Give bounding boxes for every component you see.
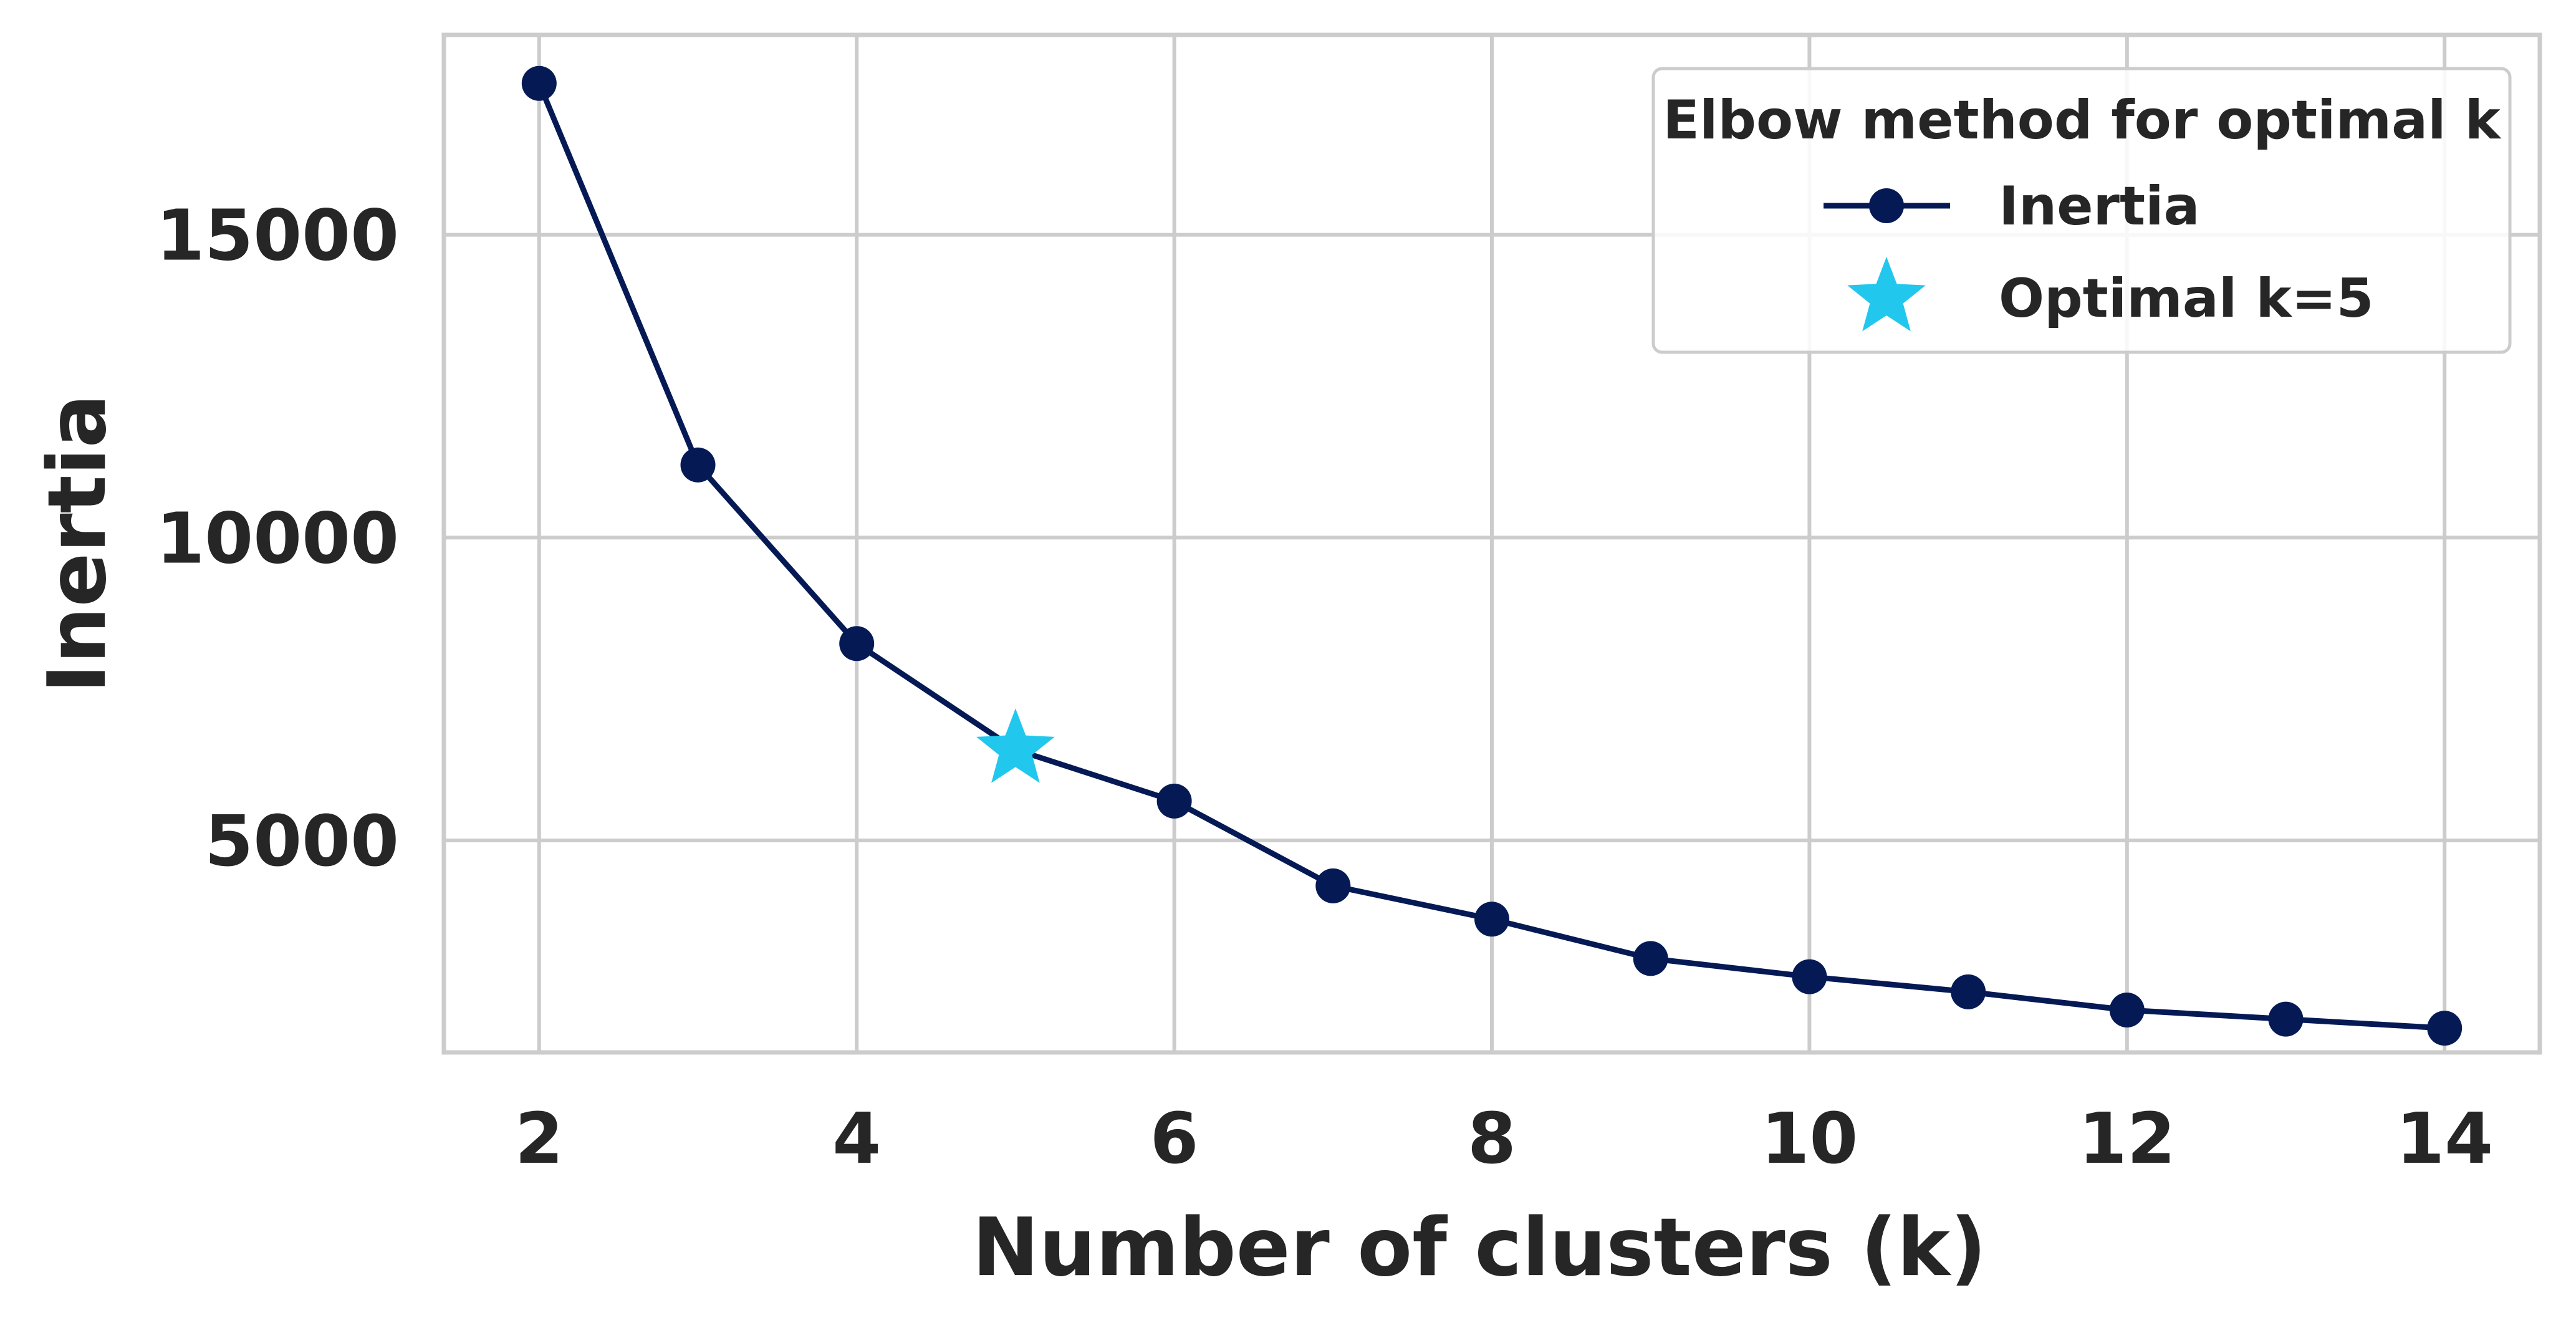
- x-tick-label: 4: [832, 1099, 881, 1180]
- inertia-point: [2109, 993, 2145, 1027]
- inertia-point: [2268, 1001, 2304, 1037]
- inertia-point: [1315, 868, 1351, 903]
- x-tick-label: 10: [1761, 1099, 1858, 1180]
- inertia-point: [839, 626, 875, 662]
- inertia-point: [1156, 783, 1192, 819]
- legend-star-swatch: [1847, 257, 1926, 332]
- optimal-k-star: [976, 708, 1055, 783]
- y-axis-title: Inertia: [31, 394, 124, 693]
- legend-title: Elbow method for optimal k: [1663, 89, 2501, 152]
- y-tick-label: 5000: [204, 801, 399, 882]
- legend-entries: Inertia Optimal k=5: [1824, 175, 2373, 332]
- y-tick-label: 10000: [156, 498, 399, 579]
- x-tick-label: 2: [515, 1099, 564, 1180]
- x-tick-label: 8: [1468, 1099, 1516, 1180]
- legend-circle-swatch: [1869, 188, 1904, 223]
- inertia-point: [521, 65, 557, 101]
- x-tick-label: 6: [1150, 1099, 1199, 1180]
- series: [521, 65, 2463, 1046]
- x-tick-label: 12: [2079, 1099, 2176, 1180]
- y-tick-label: 15000: [156, 196, 399, 277]
- inertia-point: [680, 447, 716, 483]
- inertia-point: [1633, 941, 1668, 976]
- inertia-point: [1951, 974, 1986, 1009]
- plot-frame: [441, 32, 2542, 1055]
- inertia-point: [2427, 1011, 2463, 1046]
- inertia-point: [1474, 902, 1509, 937]
- x-tick-label: 14: [2396, 1099, 2493, 1180]
- y-axis-ticks: 5000 10000 15000: [156, 196, 399, 882]
- legend-box: [1651, 67, 2512, 354]
- legend-entry-label: Inertia: [1999, 175, 2200, 238]
- x-axis-title: Number of clusters (k): [973, 1201, 1987, 1294]
- inertia-point: [1792, 959, 1827, 994]
- legend-entry-label: Optimal k=5: [1999, 267, 2373, 330]
- legend: Elbow method for optimal k Inertia Optima…: [1651, 67, 2512, 354]
- x-axis-ticks: 2 4 6 8 10 12 14: [515, 1099, 2493, 1180]
